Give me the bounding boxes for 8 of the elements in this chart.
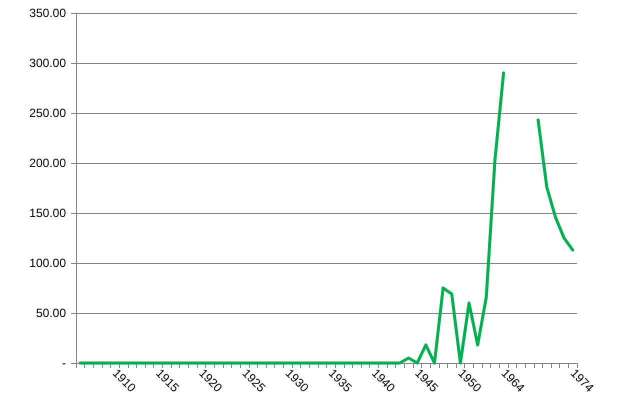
y-tick-label: 250.00	[29, 106, 66, 120]
y-tick-label: 50.00	[36, 306, 66, 320]
y-tick-label: 300.00	[29, 56, 66, 70]
y-tick-label: -	[62, 356, 66, 370]
y-tick-label: 200.00	[29, 156, 66, 170]
y-tick-label: 350.00	[29, 6, 66, 20]
y-tick-label: 150.00	[29, 206, 66, 220]
y-tick-label: 100.00	[29, 256, 66, 270]
